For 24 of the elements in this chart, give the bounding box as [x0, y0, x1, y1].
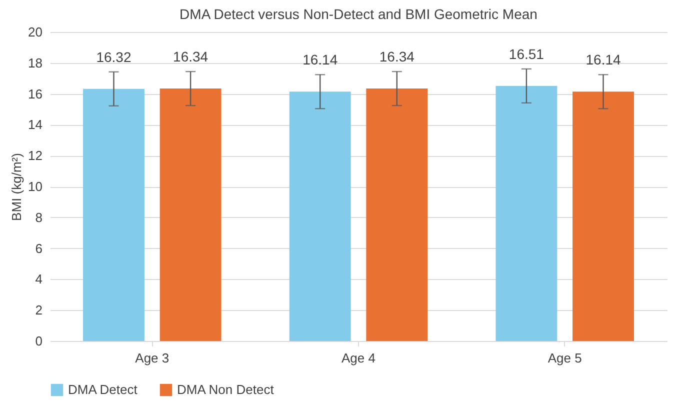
- y-tick-label: 6: [35, 240, 42, 256]
- x-tick-label: Age 4: [342, 350, 376, 366]
- legend-label: DMA Detect: [68, 382, 138, 397]
- y-axis-title: BMI (kg/m²): [9, 153, 24, 221]
- y-tick-label: 4: [35, 272, 42, 287]
- legend-label: DMA Non Detect: [177, 382, 274, 397]
- data-label: 16.14: [302, 52, 338, 68]
- y-tick-label: 2: [35, 302, 42, 318]
- y-tick-label: 8: [35, 210, 42, 225]
- data-label: 16.51: [508, 46, 544, 62]
- chart-title: DMA Detect versus Non-Detect and BMI Geometric Mean: [180, 6, 538, 22]
- y-tick-label: 12: [28, 148, 42, 164]
- y-tick-label: 16: [28, 86, 42, 102]
- y-tick-label: 20: [28, 24, 42, 40]
- x-tick-label: Age 5: [548, 350, 582, 366]
- y-tick-label: 0: [35, 334, 42, 348]
- y-tick-label: 18: [28, 55, 42, 70]
- data-label: 16.32: [96, 48, 132, 65]
- data-label: 16.34: [173, 48, 208, 65]
- y-tick-label: 14: [28, 117, 42, 132]
- data-label: 16.14: [586, 52, 621, 68]
- y-tick-label: 10: [28, 179, 42, 194]
- data-label: 16.34: [379, 48, 415, 65]
- x-tick-label: Age 3: [135, 350, 170, 366]
